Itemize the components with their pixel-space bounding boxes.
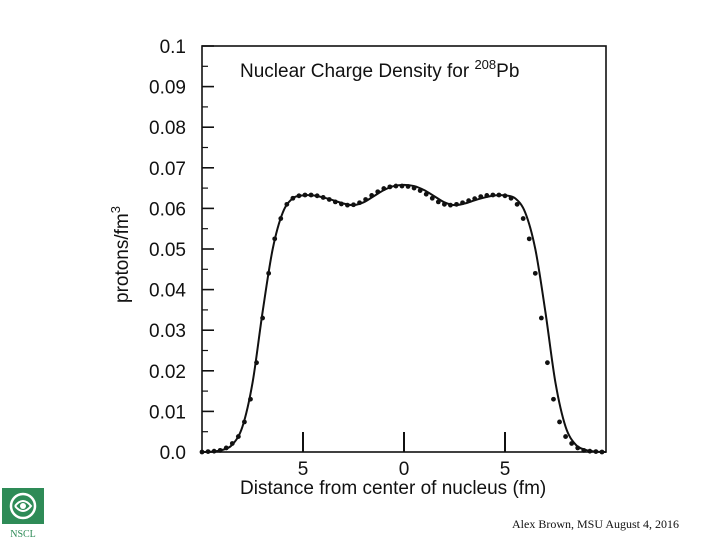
data-point [381,186,387,191]
y-tick-label: 0.02 [149,362,186,383]
data-point [242,419,247,425]
y-axis: 0.0 0.01 0.02 0.03 0.04 0.05 0.06 0.07 0.08 0.09 0… [149,37,214,464]
data-point [302,192,308,198]
y-tick-label: 0.09 [149,78,186,99]
data-point [387,184,393,190]
data-point [326,197,332,202]
data-point [423,191,429,197]
data-point [526,236,532,242]
data-point [429,195,435,201]
data-point [545,360,550,366]
data-point [538,315,544,321]
data-point [472,196,478,202]
data-point [248,396,253,402]
nscl-logo: NSCL [0,486,48,540]
x-axis: 5 0 5 [298,432,511,480]
data-point [211,448,217,454]
data-point [375,189,381,195]
chart-title: Nuclear Charge Density for 208Pb [240,57,519,82]
data-point [557,419,562,425]
experimental-points [199,183,605,455]
y-tick-label: 0.07 [149,159,186,180]
data-point [345,202,350,208]
x-tick-label: 0 [399,459,410,480]
y-tick-label: 0.08 [149,118,186,139]
y-tick-label: 0.04 [149,281,186,302]
data-point [235,434,241,439]
data-point [448,202,453,208]
y-tick-label: 0.03 [149,321,186,342]
svg-text:NSCL: NSCL [10,529,36,540]
data-point [569,441,575,446]
y-tick-label: 0.0 [160,443,186,464]
data-point [502,193,508,199]
data-point [296,193,302,199]
data-point [272,236,278,242]
x-axis-label: Distance from center of nucleus (fm) [240,478,546,499]
data-point [308,192,314,198]
y-tick-label: 0.1 [160,37,186,58]
data-point [532,270,538,276]
data-point [405,184,411,189]
data-point [508,195,514,201]
y-tick-label: 0.05 [149,240,186,261]
data-point [260,315,265,321]
data-point [484,193,490,198]
data-point [442,201,447,207]
data-point [411,185,417,191]
credit-text: Alex Brown, MSU August 4, 2016 [512,517,680,531]
y-tick-label: 0.06 [149,199,186,220]
data-point [496,192,502,198]
data-point [254,360,259,366]
data-point [490,192,496,198]
data-point [266,270,272,276]
data-point [520,216,526,221]
data-point [320,195,326,200]
data-point [514,201,520,207]
data-point [563,434,568,439]
data-point [229,441,235,446]
data-point [478,194,484,200]
data-point [351,202,356,208]
data-point [290,195,296,201]
data-point [314,193,320,199]
data-point [454,201,459,207]
data-point [338,201,344,207]
data-point [363,197,369,202]
x-tick-label: 5 [500,459,511,480]
data-point [417,188,423,193]
data-point [551,396,556,402]
data-point [393,183,399,189]
y-axis-label: protons/fm3 [108,206,133,303]
x-tick-label: 5 [298,459,309,480]
data-point [369,193,375,198]
data-point [399,183,405,189]
data-point [435,199,441,205]
data-point [466,198,472,204]
plot-frame [201,45,607,453]
y-tick-label: 0.01 [149,402,186,423]
data-point [332,199,338,205]
data-point [223,445,229,451]
data-point [357,200,362,206]
data-point [278,216,284,221]
data-point [284,201,290,207]
data-point [460,200,465,206]
data-point [587,448,593,454]
data-point [575,445,581,451]
